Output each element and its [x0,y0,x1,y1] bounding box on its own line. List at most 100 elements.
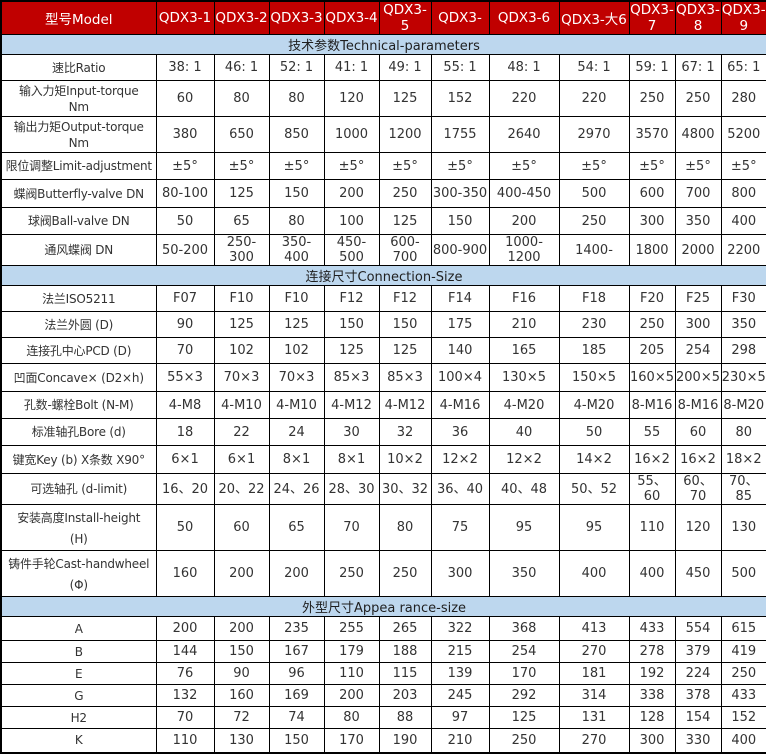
cell-value: 224 [676,666,721,681]
cell-value: 1800 [630,243,675,258]
row-label-lines: 限位调整Limit-adjustment [2,158,156,174]
cell-value: 400 [722,733,766,748]
cell-value: 8×1 [325,452,379,467]
cell-value: 800-900 [432,243,489,258]
value-cell: ±5° [559,153,629,180]
cell-value: 1000-1200 [490,235,559,265]
value-cell: 125 [214,312,269,338]
cell-value: 80 [325,710,379,725]
cell-value: F20 [630,291,675,306]
cell-value: 368 [490,621,559,636]
row-label-cell: 铸件手轮Cast-handwheel(Φ) [1,551,156,597]
cell-value: 379 [676,644,721,659]
cell-value: 125 [380,343,431,358]
value-cell: 800 [721,180,766,208]
cell-value: 95 [490,520,559,535]
row-label-cell: 孔数-螺栓Bolt (N-M) [1,392,156,419]
cell-value: 192 [630,666,675,681]
cell-value: 250 [630,91,675,106]
value-cell: 322 [431,617,489,641]
cell-value: 90 [157,317,214,332]
value-cell: 350-400 [269,235,324,266]
cell-value: 220 [560,91,629,106]
value-cell: 110 [156,729,214,753]
value-cell: 4800 [675,117,721,153]
value-cell: 800-900 [431,235,489,266]
value-cell: F30 [721,286,766,312]
cell-value: F12 [380,291,431,306]
value-cell: 378 [675,685,721,707]
cell-value: 250 [490,733,559,748]
cell-value: 24、26 [270,482,324,497]
cell-value: 10×2 [380,452,431,467]
value-cell: 90 [214,663,269,685]
value-cell: 70×3 [269,364,324,392]
value-cell: 350 [489,551,559,597]
cell-value: 38: 1 [157,60,214,75]
value-cell: 48: 1 [489,55,559,81]
cell-value: 85×3 [380,370,431,385]
value-cell: 120 [324,81,379,117]
value-cell: 250 [629,312,675,338]
cell-value: 615 [722,621,766,636]
cell-value: 280 [722,91,766,106]
section-row: 外型尺寸Appea rance-size [1,597,766,617]
cell-value: 350-400 [270,235,324,265]
row-label-cell: A [1,617,156,641]
cell-value: 380 [157,127,214,142]
cell-value: 150 [380,317,431,332]
cell-value: 270 [560,644,629,659]
cell-value: 48: 1 [490,60,559,75]
cell-value: 4-M10 [215,398,269,413]
value-cell: 160 [214,685,269,707]
section-row: 技术参数Technical-parameters [1,35,766,55]
cell-value: 200 [215,566,269,581]
value-cell: 220 [489,81,559,117]
cell-value: 4-M12 [380,398,431,413]
value-cell: 8-M16 [675,392,721,419]
value-cell: ±5° [431,153,489,180]
cell-value: ±5° [380,159,431,174]
row-label-cell: 法兰外圆 (D) [1,312,156,338]
value-cell: 210 [489,312,559,338]
model-header-cell: QDX3-2 [214,1,269,35]
value-cell: 32 [379,419,431,446]
cell-value: 235 [270,621,324,636]
value-cell: 74 [269,707,324,729]
value-cell: 18 [156,419,214,446]
value-cell: 1800 [629,235,675,266]
value-cell: 28、30 [324,474,379,505]
row-label-lines: 键宽Key (b) X条数 X90° [2,452,156,468]
value-cell: 14×2 [559,446,629,474]
cell-value: 115 [380,666,431,681]
value-cell: 4-M20 [559,392,629,419]
cell-value: 433 [630,621,675,636]
row-label-lines: 蝶阀Butterfly-valve DN [2,186,156,202]
value-cell: 110 [629,505,675,551]
value-cell: 2970 [559,117,629,153]
cell-value: 200 [490,214,559,229]
value-cell: 250 [379,180,431,208]
cell-value: 40、48 [490,482,559,497]
value-cell: F07 [156,286,214,312]
value-cell: 18×2 [721,446,766,474]
value-cell: 72 [214,707,269,729]
value-cell: 80 [721,419,766,446]
cell-value: 250 [380,186,431,201]
cell-value: 110 [157,733,214,748]
value-cell: 350 [721,312,766,338]
value-cell: 80-100 [156,180,214,208]
value-cell: 433 [721,685,766,707]
value-cell: 150 [269,729,324,753]
cell-value: 554 [676,621,721,636]
value-cell: 132 [156,685,214,707]
row-label: 输出力矩Output-torque [14,119,144,135]
value-cell: 5200 [721,117,766,153]
cell-value: 90 [215,666,269,681]
